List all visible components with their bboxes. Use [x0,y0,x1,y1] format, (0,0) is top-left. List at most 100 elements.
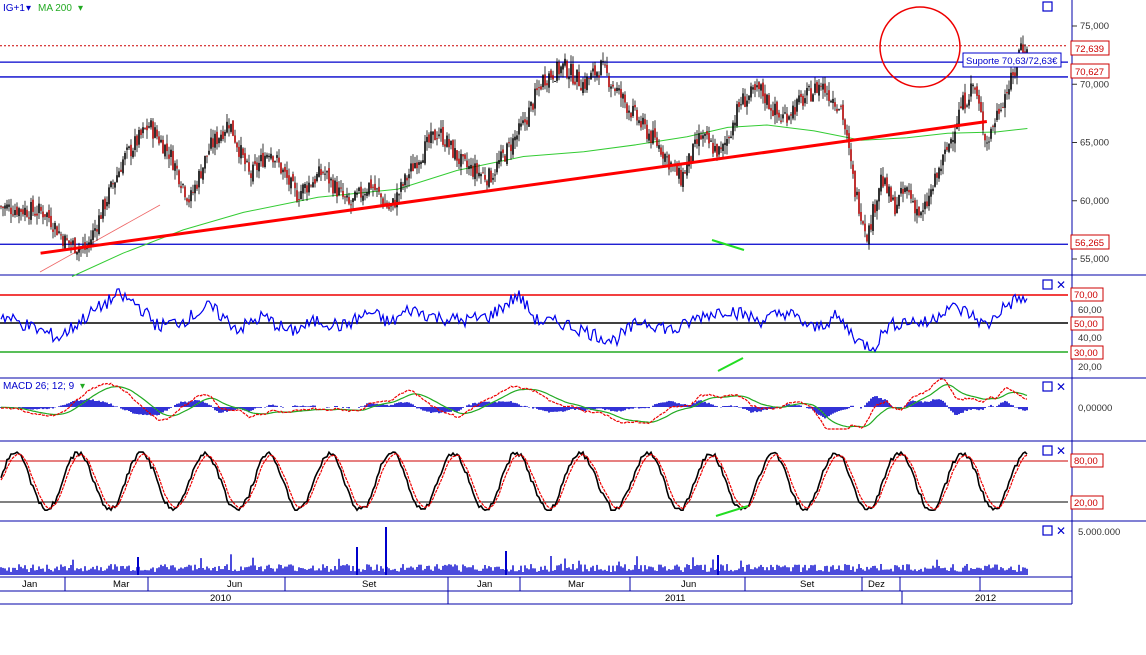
macd-hist-bar [544,407,546,412]
volume-bar [876,568,878,575]
candle-body [820,85,822,87]
macd-hist-bar [614,407,616,412]
ma-label[interactable]: MA 200 [38,3,72,14]
macd-dropdown-icon[interactable]: ▾ [80,381,85,392]
candle-body [28,217,30,219]
macd-hist-bar [522,406,524,407]
volume-bar [324,567,326,575]
candle-body [566,60,568,78]
volume-bar [196,569,198,575]
candle-body [248,162,250,172]
candle-body [740,104,742,106]
candle-body [258,162,260,172]
macd-hist-bar [604,407,606,411]
candle-body [866,234,868,242]
volume-bar [798,564,800,575]
candle-body [538,87,540,89]
candle-body [796,99,798,112]
macd-hist-bar [102,401,104,407]
price-badge-56-text: 56,265 [1075,238,1104,249]
symbol-dropdown-icon[interactable]: ▾ [26,3,31,14]
stoch-maximize-icon[interactable] [1042,445,1053,456]
macd-hist-bar [928,401,930,407]
volume-bar [340,565,342,575]
candle-body [608,76,610,88]
volume-bar [806,570,808,575]
candle-body [914,200,916,214]
candle-body [256,162,258,170]
volume-bar [472,565,474,575]
candle-body [782,114,784,119]
candle-body [760,84,762,91]
volume-bar [140,570,142,575]
volume-bar [110,564,112,575]
volume-bar [948,571,950,575]
candle-body [698,133,700,147]
macd-hist-bar [94,401,96,407]
candle-body [762,82,764,97]
stoch-close-icon[interactable]: ✕ [1056,444,1066,458]
candle-body [384,202,386,204]
candle-body [98,215,100,234]
macd-hist-bar [930,401,932,407]
candle-body [1022,44,1024,53]
volume-bar [864,570,866,575]
volume-close-icon[interactable]: ✕ [1056,524,1066,538]
volume-bar [904,570,906,575]
macd-hist-bar [20,407,22,408]
volume-bar [672,569,674,575]
volume-bar [562,570,564,575]
volume-bar [954,570,956,575]
month-label: Jun [227,579,242,590]
maximize-icon[interactable] [1042,1,1053,12]
volume-bar [352,566,354,575]
candle-body [952,140,954,142]
macd-hist-bar [738,407,740,408]
candle-body [114,182,116,188]
volume-bar [274,571,276,575]
macd-hist-bar [744,407,746,409]
volume-bar [852,566,854,575]
macd-hist-bar [220,407,222,413]
volume-bar [824,566,826,575]
macd-hist-bar [232,407,234,410]
candle-body [904,187,906,193]
ma-dropdown-icon[interactable]: ▾ [78,3,83,14]
macd-hist-bar [972,407,974,409]
volume-bar [782,566,784,575]
volume-bar [746,564,748,575]
volume-bar [1026,568,1028,575]
macd-hist-bar [30,407,32,410]
macd-hist-bar [470,405,472,407]
macd-label[interactable]: MACD 26; 12; 9 [3,381,75,392]
volume-maximize-icon[interactable] [1042,525,1053,536]
candle-body [708,132,710,144]
volume-bar [342,565,344,575]
volume-bar [154,571,156,575]
macd-hist-bar [68,403,70,407]
candle-body [728,136,730,139]
macd-hist-bar [204,402,206,407]
symbol-label[interactable]: IG+1 [3,3,25,14]
macd-maximize-icon[interactable] [1042,381,1053,392]
candle-body [404,174,406,186]
macd-hist-bar [732,406,734,407]
candle-body [758,82,760,89]
volume-bar [962,567,964,575]
candle-body [520,123,522,127]
candle-body [810,88,812,102]
volume-tick-5m: 5.000.000 [1078,527,1120,538]
volume-bar [648,566,650,575]
volume-bar [814,564,816,575]
volume-bar [604,569,606,575]
candle-body [586,76,588,91]
macd-hist-bar [306,406,308,407]
macd-close-icon[interactable]: ✕ [1056,380,1066,394]
macd-hist-bar [280,406,282,407]
volume-bar [1006,569,1008,575]
rsi-close-icon[interactable]: ✕ [1056,278,1066,292]
candle-body [48,210,50,218]
volume-bar [330,569,332,575]
rsi-maximize-icon[interactable] [1042,279,1053,290]
macd-hist-bar [210,405,212,407]
